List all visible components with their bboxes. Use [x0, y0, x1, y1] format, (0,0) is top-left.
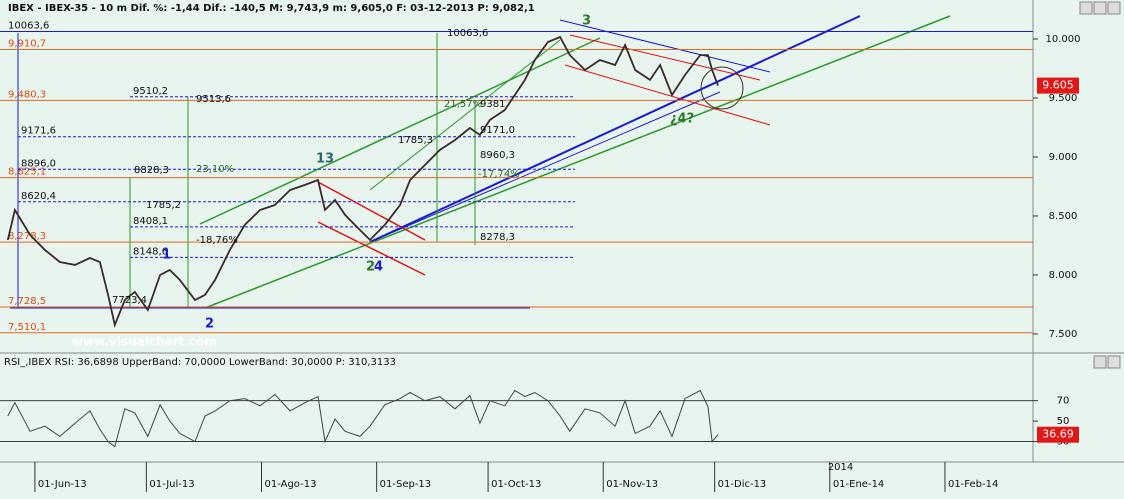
annotation: 9171,0: [480, 125, 515, 136]
annotation: 3: [582, 14, 591, 29]
channel-line: [199, 37, 601, 225]
x-tick-label: 01-Ene-14: [833, 479, 884, 490]
red-channel: [317, 181, 426, 241]
annotation: 8960,3: [480, 150, 515, 161]
rsi-line: [7, 389, 719, 448]
year-label: 2014: [828, 462, 853, 473]
x-tick-label: 01-Nov-13: [606, 479, 658, 490]
annotation: 13: [316, 152, 334, 167]
red-channel: [564, 64, 771, 126]
price-line: [6, 35, 719, 329]
y-tick-label: 8.000: [1049, 270, 1078, 281]
last-value-label: 36.69: [1042, 428, 1074, 441]
level-label: 8,825,1: [8, 167, 46, 178]
last-value-label: 9.605: [1042, 79, 1074, 92]
annotation: 21,57%: [444, 99, 482, 110]
maximize-button[interactable]: [1093, 355, 1107, 369]
level-label: 10063,6: [8, 21, 49, 32]
annotation: 2: [366, 260, 375, 275]
x-tick-label: 01-Feb-14: [948, 479, 998, 490]
red-channel: [317, 221, 426, 276]
window-buttons[interactable]: [1079, 1, 1121, 369]
chart-title: IBEX - IBEX-35 - 10 m Dif. %: -1,44 Dif.…: [8, 3, 535, 14]
last-value-box: [1037, 77, 1079, 94]
annotation: 2: [205, 317, 214, 332]
watermark: www.visualchart.com: [72, 335, 217, 349]
highlight-circle: [700, 66, 744, 110]
fib-label: 8896,0: [21, 158, 56, 169]
minimize-button[interactable]: [1079, 1, 1093, 15]
x-tick-label: 01-Ago-13: [265, 479, 317, 490]
red-channel: [569, 34, 761, 81]
level-label: 8,278,3: [8, 231, 46, 242]
annotation: ¿4?: [670, 112, 694, 127]
trend-line: [559, 19, 771, 73]
x-tick-label: 01-Dic-13: [718, 479, 767, 490]
x-tick-label: 01-Jul-13: [149, 479, 194, 490]
fib-label: 8148,6: [133, 246, 168, 257]
level-label: 7,510,1: [8, 322, 46, 333]
x-tick-label: 01-Jun-13: [38, 479, 87, 490]
last-value-box: [1037, 426, 1079, 443]
fib-label: 8620,4: [21, 191, 56, 202]
x-tick-label: 01-Sep-13: [380, 479, 432, 490]
annotation: 1785,3: [398, 135, 433, 146]
annotation: 1: [162, 248, 171, 263]
annotation: -18,76%: [196, 235, 238, 246]
close-button[interactable]: [1107, 355, 1121, 369]
fib-label: 9171,6: [21, 126, 56, 137]
annotation: 1785,2: [146, 200, 181, 211]
annotation: 10063,6: [447, 28, 488, 39]
y-tick-label: 10.000: [1046, 34, 1081, 45]
annotation: 8828,3: [134, 165, 169, 176]
annotation: 7723,4: [112, 295, 147, 306]
annotation: 9513,6: [196, 94, 231, 105]
level-label: 9,910,7: [8, 39, 46, 50]
y-tick-label: 7.500: [1049, 329, 1078, 340]
trend-line: [369, 91, 721, 243]
annotation: 23,10%: [196, 164, 234, 175]
fib-label: 8408,1: [133, 216, 168, 227]
y-tick-label: 9.500: [1049, 93, 1078, 104]
drawings: [10, 15, 951, 309]
x-tick-label: 01-Oct-13: [491, 479, 541, 490]
maximize-button[interactable]: [1093, 1, 1107, 15]
y-tick-label: 8.500: [1049, 211, 1078, 222]
level-label: 9,480,3: [8, 89, 46, 100]
annotation: 8278,3: [480, 232, 515, 243]
y-tick-label: 70: [1057, 396, 1070, 407]
fib-label: 9510,2: [133, 86, 168, 97]
annotation: 9381: [480, 99, 505, 110]
rsi-title: RSI_,IBEX RSI: 36,6898 UpperBand: 70,000…: [4, 357, 396, 368]
y-tick-label: 9.000: [1049, 152, 1078, 163]
channel-line: [204, 15, 951, 309]
y-tick-label: 50: [1057, 416, 1070, 427]
annotation: -17,74%: [478, 169, 520, 180]
level-label: 7,728,5: [8, 296, 46, 307]
annotation: 4: [374, 260, 383, 275]
close-button[interactable]: [1107, 1, 1121, 15]
channel-line: [369, 39, 561, 191]
trend-line: [369, 15, 861, 243]
